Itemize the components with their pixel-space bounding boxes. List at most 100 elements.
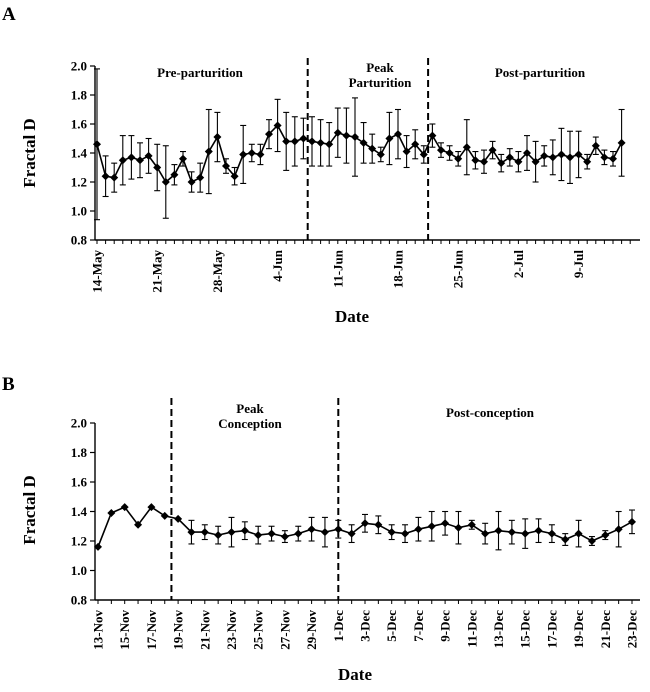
panel-b-data-point <box>414 525 423 534</box>
panel-a-y-axis-title: Fractal D <box>20 118 39 187</box>
panel-a-data-point <box>531 157 540 166</box>
panel-b-data-point <box>240 526 249 535</box>
panel-a-data-point <box>144 151 153 160</box>
panel-a-y-tick-label: 1.8 <box>71 88 88 103</box>
panel-b-x-tick-label: 1-Dec <box>331 610 346 642</box>
panel-a-x-tick-label: 21-May <box>150 250 165 293</box>
panel-letter-b: B <box>2 374 15 395</box>
panel-b-x-tick-label: 25-Nov <box>251 610 266 650</box>
panel-a-x-tick-label: 18-Jun <box>391 249 406 288</box>
panel-b-data-point <box>454 523 463 532</box>
panel-b-data-point <box>614 525 623 534</box>
panel-b-x-tick-label: 17-Dec <box>544 610 559 648</box>
panel-b-x-tick-label: 7-Dec <box>411 610 426 642</box>
panel-b-data-point <box>521 529 530 538</box>
panel-a-data-point <box>222 162 230 171</box>
panel-a-x-tick-label: 11-Jun <box>330 249 345 287</box>
panel-a-y-tick-label: 0.8 <box>71 233 88 248</box>
panel-b-data-point <box>94 542 102 551</box>
panel-a-data-point <box>480 157 488 166</box>
panel-a-data-point <box>428 131 437 140</box>
panel-a-y-tick-label: 2.0 <box>71 59 87 74</box>
panel-b-data-point <box>534 526 543 535</box>
panel-a-data-point <box>265 130 273 139</box>
panel-b-data-point <box>467 520 476 529</box>
panel-b-x-tick-label: 19-Nov <box>171 610 186 650</box>
panel-b-y-tick-label: 1.8 <box>71 445 88 460</box>
panel-b-y-tick-label: 1.0 <box>71 563 87 578</box>
panel-a-x-tick-label: 4-Jun <box>270 249 285 282</box>
panel-a-data-point <box>548 153 557 162</box>
panel-b-y-tick-label: 1.4 <box>71 504 88 519</box>
panel-a-data-point <box>351 133 359 142</box>
panel-a-data-point <box>583 157 592 166</box>
panel-b-x-tick-label: 9-Dec <box>438 610 453 642</box>
panel-b-x-tick-label: 15-Dec <box>518 610 533 648</box>
panel-a-region-label: Post-parturition <box>495 65 586 80</box>
panel-b-data-point <box>481 529 490 538</box>
panel-a-data-point <box>273 121 282 130</box>
panel-b-data-point <box>587 537 596 545</box>
panel-a-x-axis-title: Date <box>335 307 369 326</box>
panel-b-x-axis-title: Date <box>338 665 372 684</box>
panel-b-y-tick-label: 1.2 <box>71 534 87 549</box>
panel-b-data-point <box>334 525 343 534</box>
panel-a-data-point <box>101 172 110 181</box>
panel-letter-a: A <box>2 4 16 25</box>
panel-a-data-point <box>617 138 626 147</box>
panel-b-data-point <box>601 531 610 540</box>
panel-a-region-label: Peak Parturition <box>349 60 413 90</box>
panel-b-x-tick-label: 23-Dec <box>625 610 640 648</box>
panel-a-x-tick-label: 25-Jun <box>451 249 466 288</box>
panel-b-data-point <box>427 522 436 531</box>
panel-b-data-point <box>200 528 209 537</box>
panel-b-data-point <box>320 528 329 537</box>
panel-a-data-point <box>247 149 256 157</box>
panel-a-data-point <box>325 140 334 149</box>
panel-b-y-tick-label: 2.0 <box>71 416 87 431</box>
panel-b-x-tick-label: 27-Nov <box>277 610 292 650</box>
panel-b-data-point <box>120 503 129 512</box>
panel-b-data-point <box>107 508 116 517</box>
panel-a-data-point <box>196 173 205 182</box>
panel-b-region-label: Post-conception <box>446 405 535 420</box>
panel-a-data-point <box>566 153 574 162</box>
panel-a-data-point <box>445 149 454 157</box>
panel-a-data-point <box>402 147 411 156</box>
panel-a-x-tick-label: 14-May <box>90 250 105 293</box>
panel-a-data-point <box>454 154 463 163</box>
panel-b-data-point <box>628 517 636 526</box>
panel-a-data-point <box>316 138 325 147</box>
panel-a-data-point <box>540 151 549 160</box>
panel-b-x-tick-label: 11-Dec <box>464 610 479 648</box>
panel-b-x-tick-label: 19-Dec <box>571 610 586 648</box>
panel-a-data-point <box>462 143 471 152</box>
panel-a-data-point <box>368 144 377 153</box>
panel-b-data-point <box>361 519 369 528</box>
panel-b-y-tick-label: 0.8 <box>71 593 88 608</box>
panel-b-data-point <box>347 529 356 538</box>
panel-b-data-point <box>267 529 276 538</box>
panel-b-data-point <box>387 528 396 537</box>
panel-a-data-point <box>187 178 196 186</box>
panel-b-data-point <box>574 529 583 538</box>
panel-a-data-point <box>411 140 420 149</box>
panel-a-data-point <box>110 173 119 182</box>
panel-a-data-point <box>488 146 497 155</box>
panel-b-data-point <box>214 531 223 540</box>
panel-a-data-point <box>204 147 213 156</box>
panel-b-x-tick-label: 13-Dec <box>491 610 506 648</box>
panel-b-x-tick-label: 15-Nov <box>117 610 132 650</box>
panel-a-y-tick-label: 1.4 <box>71 146 88 161</box>
panel-b-data-point <box>254 531 263 540</box>
panel-a-data-point <box>394 130 402 139</box>
panel-a-data-point <box>179 154 187 163</box>
panel-b-y-tick-label: 1.6 <box>71 475 88 490</box>
panel-a-data-point <box>282 137 291 146</box>
panel-a-x-tick-label: 2-Jul <box>511 250 526 279</box>
panel-b-data-point <box>160 511 169 520</box>
panel-a-data-point <box>93 140 101 149</box>
panel-a-data-point <box>230 172 239 181</box>
panel-b-data-point <box>294 529 303 538</box>
panel-a-data-point <box>497 159 506 168</box>
